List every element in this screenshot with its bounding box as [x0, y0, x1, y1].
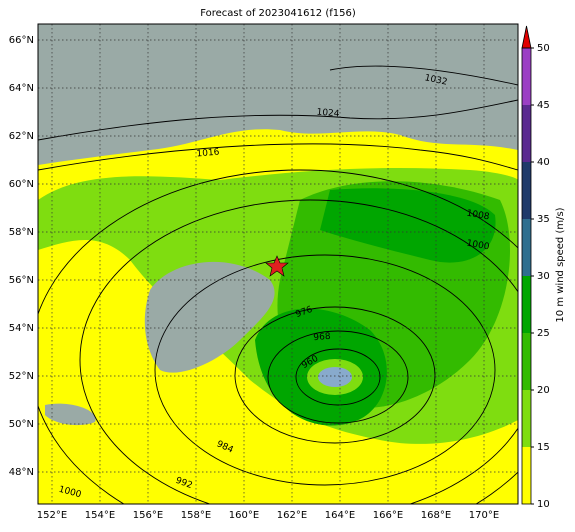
map-frame [37, 23, 519, 505]
colorbar-segment [522, 48, 531, 105]
island [45, 403, 96, 426]
map-area [38, 24, 518, 504]
colorbar-extend [521, 25, 532, 49]
colorbar-tick-label: 15 [537, 442, 550, 453]
colorbar-segment [522, 162, 531, 219]
colorbar-tick-label: 10 [537, 499, 550, 510]
lon-label: 168°E [421, 510, 451, 521]
lat-label: 60°N [9, 179, 34, 190]
land-north [38, 24, 518, 165]
colorbar-tick-label: 45 [537, 100, 550, 111]
colorbar-tick-label: 30 [537, 271, 550, 282]
colorbar-segment [522, 105, 531, 162]
lon-label: 158°E [181, 510, 211, 521]
colorbar-segment [522, 219, 531, 276]
colorbar-label: 10 m wind speed (m/s) [555, 207, 566, 322]
wind-zone [320, 188, 496, 263]
contour-label: 1032 [424, 73, 448, 88]
title: Forecast of 2023041612 (f156) [200, 8, 356, 19]
isobar [38, 143, 518, 171]
contour-label: 1008 [466, 209, 491, 223]
isobar [79, 199, 518, 504]
lon-label: 162°E [277, 510, 307, 521]
isobars [38, 65, 518, 504]
lat-label: 58°N [9, 227, 34, 238]
lon-label: 156°E [133, 510, 163, 521]
lon-label: 154°E [85, 510, 115, 521]
colorbar-tick-label: 40 [537, 157, 550, 168]
lon-label: 152°E [37, 510, 67, 521]
colorbar-segment [522, 390, 531, 447]
calm-center [318, 367, 352, 387]
colorbar-tick-label: 35 [537, 214, 550, 225]
lon-label: 160°E [229, 510, 259, 521]
lat-label: 62°N [9, 131, 34, 142]
peninsula [144, 261, 275, 373]
isobar [154, 254, 496, 486]
lat-label: 52°N [9, 371, 34, 382]
colorbar-tick-label: 20 [537, 385, 550, 396]
contour-label: 1024 [316, 108, 340, 120]
lon-label: 164°E [325, 510, 355, 521]
location-star [265, 255, 289, 277]
colorbar-segment [522, 333, 531, 390]
lat-label: 64°N [9, 83, 34, 94]
lat-label: 56°N [9, 275, 34, 286]
lat-label: 66°N [9, 35, 34, 46]
isobar [234, 306, 436, 444]
contour-label: 1016 [196, 147, 220, 159]
colorbar-tick-label: 50 [537, 43, 550, 54]
isobar [267, 330, 409, 424]
lat-label: 54°N [9, 323, 34, 334]
lat-label: 48°N [9, 467, 34, 478]
isobar [329, 65, 518, 86]
lon-label: 166°E [373, 510, 403, 521]
contour-label: 968 [313, 332, 331, 343]
isobar [295, 348, 381, 406]
colorbar-tick-label: 25 [537, 328, 550, 339]
lat-label: 50°N [9, 419, 34, 430]
isobar [38, 169, 518, 504]
colorbar-segment [522, 276, 531, 333]
lon-label: 170°E [469, 510, 499, 521]
isobar [38, 99, 518, 141]
colorbar-segment [522, 447, 531, 504]
contour-label: 1000 [466, 239, 491, 253]
